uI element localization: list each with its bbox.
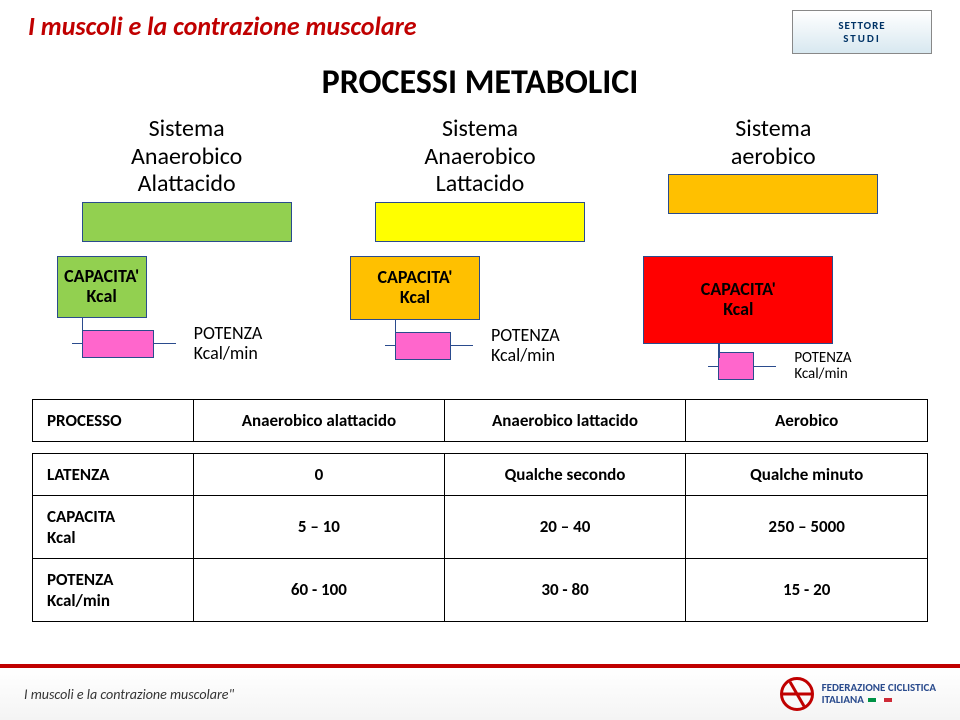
system-2: Sistemaaerobico [643, 115, 903, 242]
logo-federazione: FEDERAZIONE CICLISTICA ITALIANA [780, 677, 936, 711]
potenza-label: POTENZAKcal/min [491, 326, 560, 366]
wheel-icon [780, 677, 814, 711]
system-box [375, 202, 585, 242]
potenza-box [718, 352, 754, 380]
system-label: Sistemaaerobico [731, 115, 816, 170]
potenza-label: POTENZAKcal/min [194, 324, 263, 364]
system-label: SistemaAnaerobicoLattacido [424, 115, 535, 198]
flag-icon [868, 698, 892, 702]
data-table-wrap: PROCESSOAnaerobico alattacidoAnaerobico … [0, 383, 960, 622]
footer-caption: I muscoli e la contrazione muscolare" [24, 686, 234, 703]
capacita-box: CAPACITA'Kcal [57, 256, 147, 318]
potenza-box [82, 330, 154, 358]
capacity-group-2: CAPACITA'Kcal POTENZAKcal/min [643, 256, 903, 383]
table-row: PROCESSOAnaerobico alattacidoAnaerobico … [33, 399, 928, 441]
logo-settore-studi: SETTORE STUDI [792, 10, 932, 54]
systems-row: SistemaAnaerobicoAlattacido SistemaAnaero… [0, 103, 960, 242]
table-row: CAPACITAKcal5 – 1020 – 40250 – 5000 [33, 495, 928, 558]
potenza-box [395, 332, 451, 360]
footer: I muscoli e la contrazione muscolare" FE… [0, 664, 960, 720]
table-row: POTENZAKcal/min60 - 10030 - 8015 - 20 [33, 558, 928, 621]
capacity-group-0: CAPACITA'Kcal POTENZAKcal/min [57, 256, 317, 383]
system-0: SistemaAnaerobicoAlattacido [57, 115, 317, 242]
data-table: PROCESSOAnaerobico alattacidoAnaerobico … [32, 399, 928, 622]
main-heading: PROCESSI METABOLICI [0, 62, 960, 103]
capacita-box: CAPACITA'Kcal [643, 256, 833, 344]
capacity-group-1: CAPACITA'Kcal POTENZAKcal/min [350, 256, 610, 383]
header: I muscoli e la contrazione muscolare SET… [0, 0, 960, 54]
capacity-row: CAPACITA'KcalPOTENZAKcal/minCAPACITA'Kca… [0, 242, 960, 383]
system-box [82, 202, 292, 242]
capacita-box: CAPACITA'Kcal [350, 256, 480, 320]
system-box [668, 174, 878, 214]
page-title: I muscoli e la contrazione muscolare [28, 10, 417, 42]
potenza-label: POTENZAKcal/min [794, 350, 851, 383]
system-1: SistemaAnaerobicoLattacido [350, 115, 610, 242]
system-label: SistemaAnaerobicoAlattacido [131, 115, 242, 198]
table-row: LATENZA0Qualche secondoQualche minuto [33, 453, 928, 495]
